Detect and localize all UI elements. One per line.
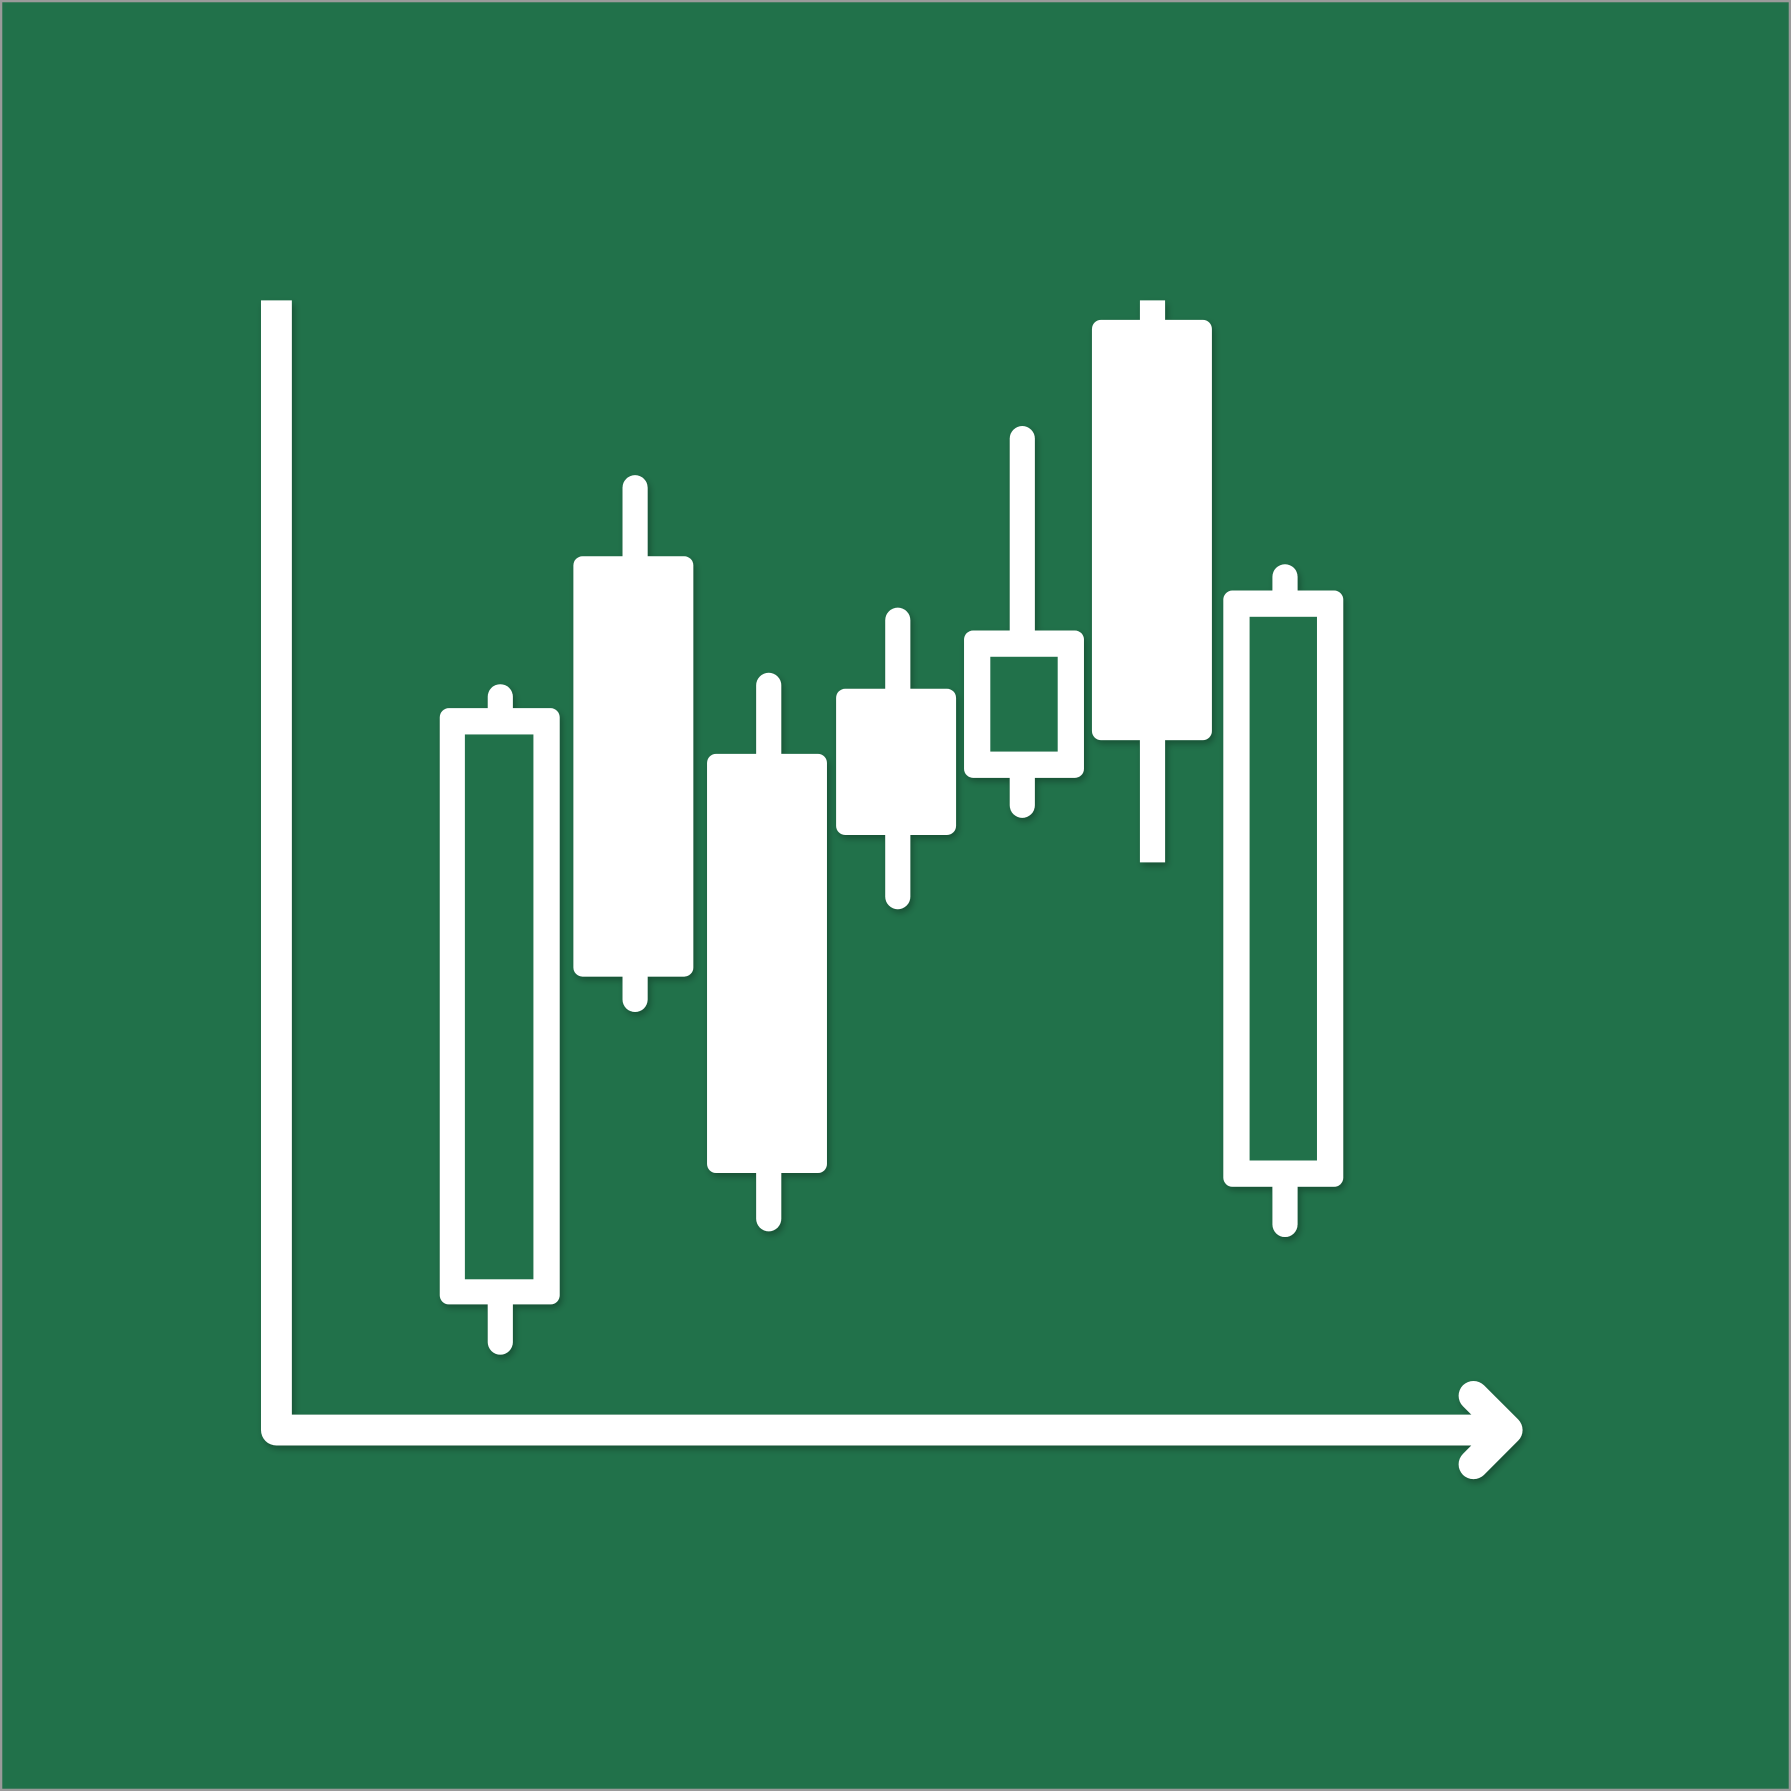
candle-body	[573, 556, 694, 977]
axis-arrow	[1458, 1380, 1523, 1480]
axes	[260, 300, 1506, 1446]
candle-hollow	[1249, 616, 1317, 1161]
candle-body	[1091, 319, 1212, 741]
candle-body	[707, 753, 827, 1174]
candle-hollow	[464, 734, 534, 1280]
candle-hollow	[990, 656, 1058, 752]
hollow-interiors	[464, 616, 1317, 1280]
candle-body	[836, 688, 957, 835]
